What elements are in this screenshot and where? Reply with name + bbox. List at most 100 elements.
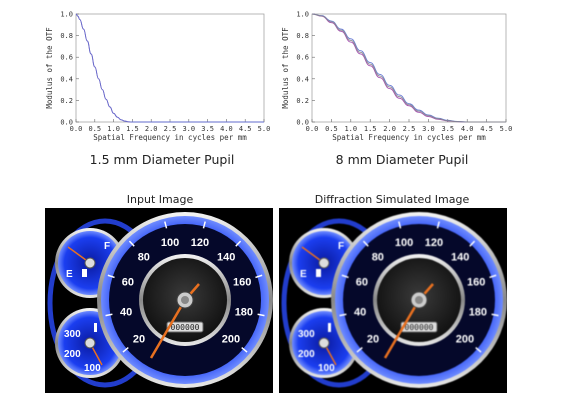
x-tick-label: 3.0 [422,125,435,133]
x-tick-label: 3.0 [182,125,195,133]
y-tick-label: 1.0 [296,11,309,19]
temp-mid-label: 200 [298,349,315,360]
speed-hub-center [181,296,189,304]
chart-caption-2: 8 mm Diameter Pupil [335,152,469,167]
x-tick-label: 4.5 [480,125,493,133]
speed-needle [149,299,187,359]
speed-label: 40 [354,307,366,319]
speed-tick [122,346,129,353]
x-tick-label: 3.5 [441,125,454,133]
speed-label: 140 [217,251,235,263]
speed-tick [339,313,347,317]
speed-label: 200 [222,334,240,346]
x-tick-label: 5.0 [258,125,271,133]
y-tick-label: 0.0 [60,119,73,127]
speed-label: 200 [456,334,474,346]
y-tick-label: 0.2 [60,97,73,105]
otf-series-line [75,13,264,123]
otf-chart-svg-2: 0.0 0.2 0.4 0.6 0.8 1.0 0.0 0.5 1.0 1.5 2.0 2.5 3.0 3… [281,11,513,143]
speed-tick [491,313,499,317]
otf-series-line [311,13,506,123]
simulated-image-title: Diffraction Simulated Image [314,193,470,206]
x-tick-label: 4.5 [239,125,252,133]
x-tick-label: 0.5 [325,125,338,133]
input-image-panel: F E 300 200 100 20 40 60 80 100 120 140 160 180 200 000… [45,208,273,393]
x-tick-label: 1.5 [364,125,377,133]
x-tick-label: 2.5 [164,125,177,133]
x-tick-label: 2.0 [383,125,396,133]
y-axis-label: Modulus of the OTF [281,27,290,109]
speed-label: 20 [133,334,145,346]
speed-label: 160 [467,277,485,289]
plot-frame [75,13,265,123]
fuel-pump-icon [82,269,87,277]
speed-label: 40 [120,307,132,319]
y-tick-label: 0.0 [296,119,309,127]
speed-label: 120 [425,237,443,249]
speed-label: 140 [451,251,469,263]
y-tick-label: 1.0 [60,11,73,19]
speed-tick [164,221,168,229]
x-tick-label: 0.5 [88,125,101,133]
otf-chart-svg-1: 0.0 0.2 0.4 0.6 0.8 1.0 0.0 0.5 1.0 1.5 2.0 2.5 3.0 3… [45,11,271,143]
simulated-image-panel: F E 300 200 100 20 40 60 80 100 120 140 160 180 200 000… [279,208,507,393]
speed-tick [475,346,482,353]
y-tick-label: 0.4 [296,75,309,83]
y-tick-label: 0.4 [60,75,73,83]
input-image-title: Input Image [126,193,194,206]
fuel-full-label: F [104,241,110,252]
fuel-hub [84,257,96,269]
x-tick-label: 0.0 [306,125,319,133]
chart-caption-1: 1.5 mm Diameter Pupil [89,152,235,167]
speed-label: 160 [233,277,251,289]
y-tick-label: 0.2 [296,97,309,105]
speed-tick [257,313,265,317]
x-tick-label: 2.0 [145,125,158,133]
x-tick-label: 1.0 [107,125,120,133]
speed-tick [356,346,363,353]
x-tick-label: 0.0 [70,125,83,133]
speed-label: 80 [138,251,150,263]
y-tick-label: 0.6 [296,54,309,62]
x-tick-label: 4.0 [220,125,233,133]
temp-mid-label: 200 [64,349,81,360]
x-axis-label: Spatial Frequency in cycles per mm [332,133,486,142]
y-tick-label: 0.8 [60,32,73,40]
otf-chart-1: 0.0 0.2 0.4 0.6 0.8 1.0 0.0 0.5 1.0 1.5 2.0 2.5 3.0 3… [40,4,270,144]
x-tick-label: 1.0 [344,125,357,133]
speed-tick [105,313,113,317]
temp-low-label: 100 [318,363,335,374]
speed-tick [489,274,497,279]
x-tick-label: 5.0 [500,125,513,133]
y-tick-label: 0.6 [60,54,73,62]
fuel-empty-label: E [300,269,307,280]
speed-hub-center [415,296,423,304]
otf-chart-2: 0.0 0.2 0.4 0.6 0.8 1.0 0.0 0.5 1.0 1.5 2.0 2.5 3.0 3… [276,4,512,144]
speed-tick [398,221,402,229]
odometer-box [400,321,438,333]
speed-label: 100 [395,237,413,249]
thermometer-icon [94,323,97,332]
odometer-box [166,321,204,333]
temp-low-label: 100 [84,363,101,374]
x-axis-label: Spatial Frequency in cycles per mm [93,133,247,142]
x-tick-label: 4.0 [461,125,474,133]
speed-label: 120 [191,237,209,249]
speed-tick [128,240,135,247]
temp-high-label: 300 [64,329,81,340]
temp-high-label: 300 [298,329,315,340]
speed-label: 20 [367,334,379,346]
speed-tick [341,274,349,279]
speed-tick [235,240,242,247]
speed-tick [107,274,115,279]
speed-label: 60 [122,277,134,289]
fuel-empty-label: E [66,269,73,280]
speed-label: 100 [161,237,179,249]
y-axis-label: Modulus of the OTF [45,27,54,109]
fuel-pump-icon [316,269,321,277]
speed-label: 80 [372,251,384,263]
temp-hub [318,337,330,349]
odometer-readout: 000000 [405,323,434,332]
